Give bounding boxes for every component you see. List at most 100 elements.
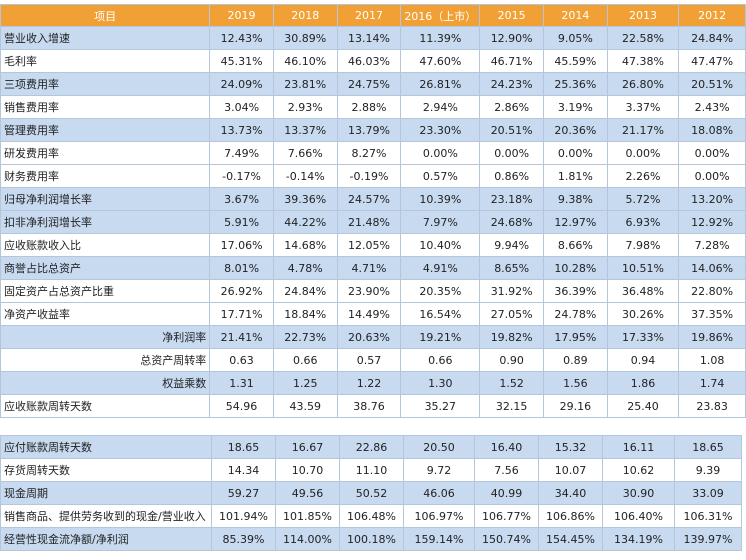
value-cell: 0.00% xyxy=(678,141,746,165)
row-label: 财务费用率 xyxy=(0,164,211,188)
row-label: 营业收入增速 xyxy=(0,26,211,50)
table-row: 三项费用率 24.09% 23.81% 24.75% 26.81% 24.23% 25.36… xyxy=(0,72,746,96)
value-cell: 11.10 xyxy=(339,458,404,482)
row-label: 扣非净利润增长率 xyxy=(0,210,211,234)
row-label: 总资产周转率 xyxy=(0,348,211,372)
value-cell: 12.05% xyxy=(336,233,402,257)
value-cell: 1.56 xyxy=(543,371,608,395)
value-cell: 5.72% xyxy=(606,187,680,211)
value-cell: 19.86% xyxy=(678,325,746,349)
value-cell: 20.50 xyxy=(403,435,475,459)
value-cell: 0.00% xyxy=(400,141,481,165)
value-cell: 6.93% xyxy=(606,210,680,234)
value-cell: 0.86% xyxy=(479,164,545,188)
value-cell: 0.89 xyxy=(543,348,608,372)
row-label: 经营性现金流净额/净利润 xyxy=(0,527,212,551)
value-cell: 21.48% xyxy=(336,210,402,234)
row-label: 净资产收益率 xyxy=(0,302,211,326)
value-cell: 13.79% xyxy=(336,118,402,142)
value-cell: 23.18% xyxy=(479,187,545,211)
value-cell: 150.74% xyxy=(474,527,539,551)
value-cell: 10.28% xyxy=(543,256,608,280)
row-label: 应收账款周转天数 xyxy=(0,394,211,418)
header-year: 2015 xyxy=(479,4,545,27)
value-cell: 1.86 xyxy=(606,371,680,395)
row-label: 应收账款收入比 xyxy=(0,233,211,257)
value-cell: 21.17% xyxy=(606,118,680,142)
value-cell: 2.26% xyxy=(606,164,680,188)
value-cell: 2.43% xyxy=(678,95,746,119)
value-cell: 18.65 xyxy=(211,435,276,459)
row-label: 存货周转天数 xyxy=(0,458,212,482)
value-cell: 39.36% xyxy=(272,187,338,211)
value-cell: 46.03% xyxy=(336,49,402,73)
row-label: 应付账款周转天数 xyxy=(0,435,212,459)
value-cell: 11.39% xyxy=(400,26,481,50)
value-cell: 0.66 xyxy=(272,348,338,372)
value-cell: 20.51% xyxy=(479,118,545,142)
value-cell: 85.39% xyxy=(211,527,276,551)
value-cell: 34.40 xyxy=(538,481,603,505)
value-cell: 0.00% xyxy=(543,141,608,165)
value-cell: 10.70 xyxy=(275,458,340,482)
value-cell: 14.06% xyxy=(678,256,746,280)
value-cell: 14.49% xyxy=(336,302,402,326)
value-cell: 47.60% xyxy=(400,49,481,73)
value-cell: 101.94% xyxy=(211,504,276,528)
table-row: 存货周转天数 14.34 10.70 11.10 9.72 7.56 10.07 10.62 9… xyxy=(0,458,742,482)
value-cell: 13.37% xyxy=(272,118,338,142)
value-cell: 3.67% xyxy=(209,187,274,211)
value-cell: 32.15 xyxy=(479,394,545,418)
value-cell: 101.85% xyxy=(275,504,340,528)
value-cell: 2.93% xyxy=(272,95,338,119)
value-cell: 114.00% xyxy=(275,527,340,551)
value-cell: 16.11 xyxy=(602,435,675,459)
value-cell: 14.34 xyxy=(211,458,276,482)
header-year: 2017 xyxy=(336,4,402,27)
value-cell: 1.74 xyxy=(678,371,746,395)
header-year: 2014 xyxy=(543,4,608,27)
value-cell: 24.78% xyxy=(543,302,608,326)
row-label: 毛利率 xyxy=(0,49,211,73)
value-cell: 7.56 xyxy=(474,458,539,482)
value-cell: 24.84% xyxy=(272,279,338,303)
value-cell: 10.62 xyxy=(602,458,675,482)
value-cell: 1.30 xyxy=(400,371,481,395)
value-cell: 4.71% xyxy=(336,256,402,280)
value-cell: 10.51% xyxy=(606,256,680,280)
value-cell: 0.94 xyxy=(606,348,680,372)
value-cell: 22.73% xyxy=(272,325,338,349)
value-cell: 24.57% xyxy=(336,187,402,211)
value-cell: 22.86 xyxy=(339,435,404,459)
value-cell: 14.68% xyxy=(272,233,338,257)
value-cell: 0.57% xyxy=(400,164,481,188)
row-label: 净利润率 xyxy=(0,325,211,349)
value-cell: 106.97% xyxy=(403,504,475,528)
value-cell: 19.21% xyxy=(400,325,481,349)
value-cell: -0.17% xyxy=(209,164,274,188)
table-row: 研发费用率 7.49% 7.66% 8.27% 0.00% 0.00% 0.00% 0.00%… xyxy=(0,141,746,165)
value-cell: 16.67 xyxy=(275,435,340,459)
table-row: 销售商品、提供劳务收到的现金/营业收入 101.94% 101.85% 106.48%… xyxy=(0,504,742,528)
value-cell: 26.80% xyxy=(606,72,680,96)
row-label: 固定资产占总资产比重 xyxy=(0,279,211,303)
value-cell: 24.84% xyxy=(678,26,746,50)
value-cell: 1.22 xyxy=(336,371,402,395)
value-cell: 9.38% xyxy=(543,187,608,211)
table-row: 总资产周转率 0.63 0.66 0.57 0.66 0.90 0.89 0.94 1.08 xyxy=(0,348,746,372)
value-cell: 106.77% xyxy=(474,504,539,528)
value-cell: 1.52 xyxy=(479,371,545,395)
row-label: 权益乘数 xyxy=(0,371,211,395)
header-year: 2012 xyxy=(678,4,746,27)
value-cell: 1.81% xyxy=(543,164,608,188)
value-cell: -0.19% xyxy=(336,164,402,188)
value-cell: 35.27 xyxy=(400,394,481,418)
value-cell: 36.48% xyxy=(606,279,680,303)
value-cell: 30.90 xyxy=(602,481,675,505)
value-cell: 36.39% xyxy=(543,279,608,303)
value-cell: 0.00% xyxy=(479,141,545,165)
value-cell: 5.91% xyxy=(209,210,274,234)
row-label: 销售商品、提供劳务收到的现金/营业收入 xyxy=(0,504,212,528)
value-cell: 106.40% xyxy=(602,504,675,528)
table-row: 财务费用率 -0.17% -0.14% -0.19% 0.57% 0.86% 1.81% 2.… xyxy=(0,164,746,188)
